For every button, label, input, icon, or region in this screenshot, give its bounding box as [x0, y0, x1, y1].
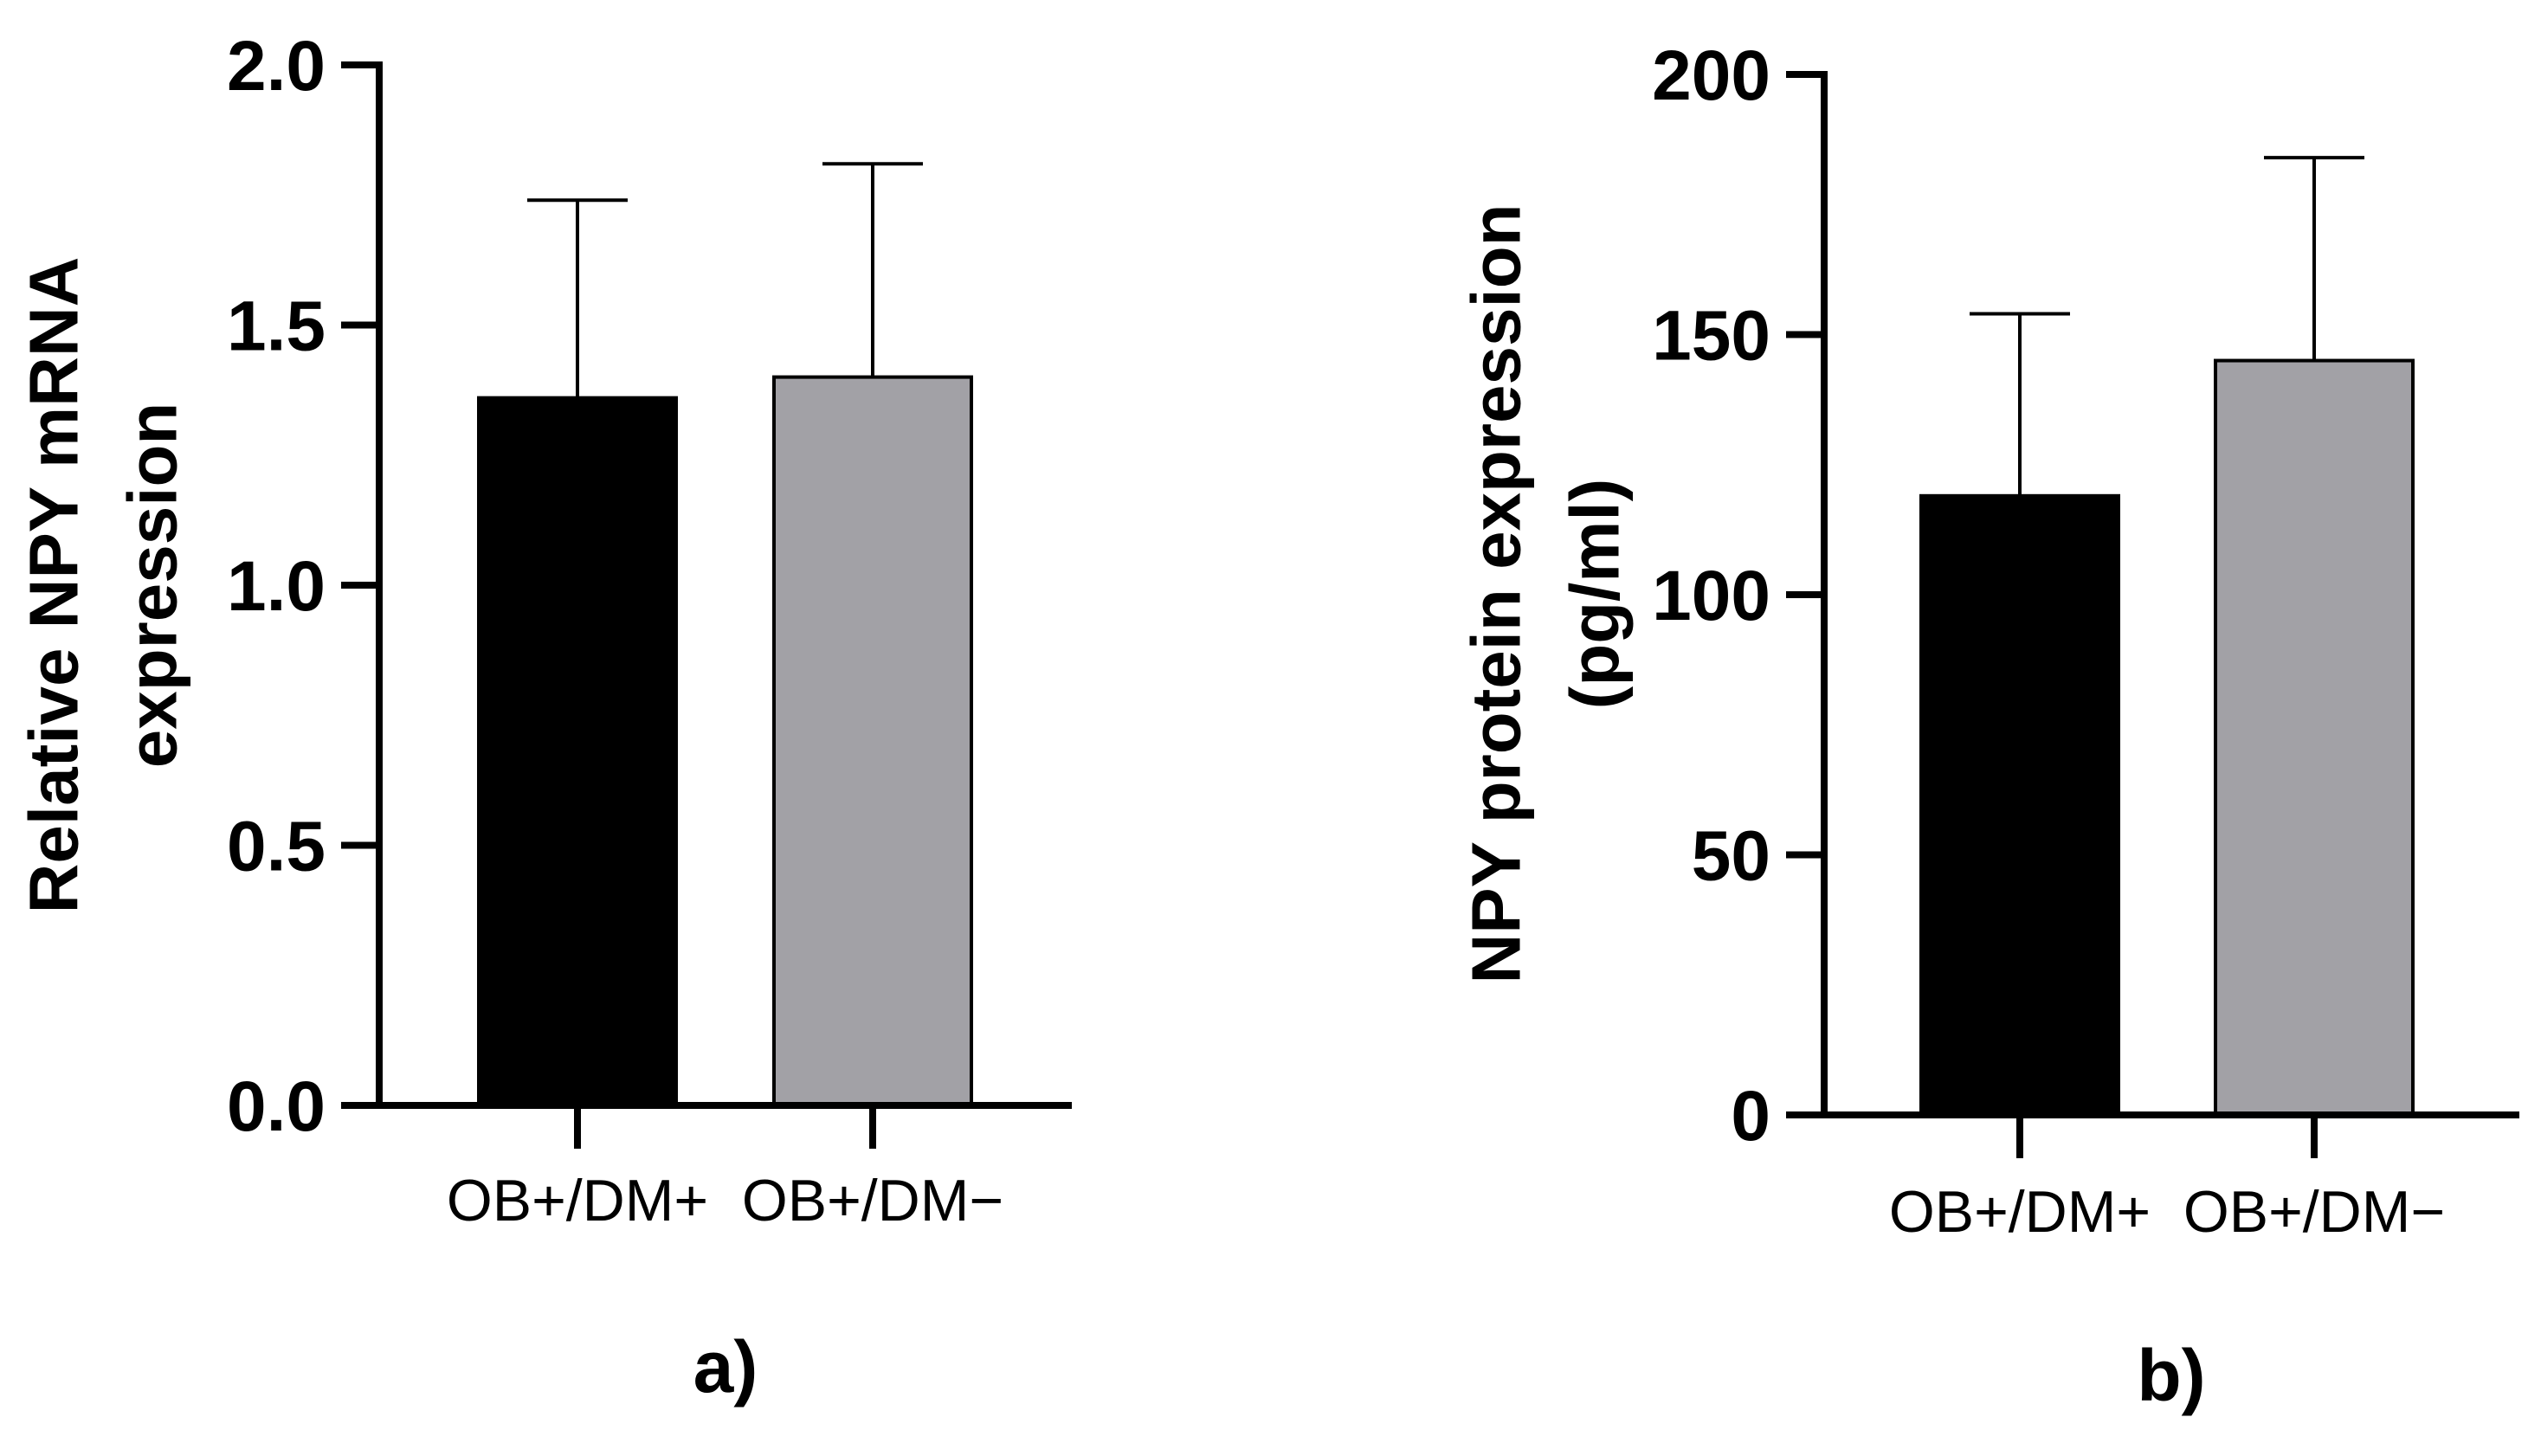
- panel-a-y-label-line-1: Relative NPY mRNA: [16, 257, 93, 914]
- panel-b-y-tick-label-0: 0: [1731, 1077, 1770, 1156]
- panel-b-x-ticks: OB+/DM+ OB+/DM−: [1889, 1115, 2445, 1245]
- panel-a-label: a): [693, 1326, 758, 1408]
- panel-b-y-axis-label: NPY protein expression (pg/ml): [1458, 203, 1634, 983]
- panel-b-y-tick-label-4: 200: [1652, 36, 1770, 115]
- panel-b-y-ticks: 0 50 100 150 200: [1652, 36, 1824, 1156]
- panel-b-bars: [1919, 358, 2415, 1117]
- panel-a-error-bars: [527, 162, 923, 398]
- panel-a-y-axis-label: Relative NPY mRNA expression: [16, 257, 191, 914]
- panel-b-y-label-line-2: (pg/ml): [1557, 479, 1634, 710]
- panel-a-y-tick-label-4: 2.0: [227, 27, 326, 106]
- panel-b-y-tick-label-1: 50: [1692, 817, 1770, 896]
- panel-a-chart: 0.0 0.5 1.0 1.5 2.0 OB+/DM+ OB+/DM− Relative …: [16, 27, 1072, 1408]
- panel-b-bar-2: [2214, 358, 2415, 1117]
- panel-a-bar-2: [772, 375, 973, 1108]
- panel-a-category-label-1: OB+/DM+: [447, 1168, 708, 1234]
- panel-a-y-tick-label-2: 1.0: [227, 547, 326, 626]
- panel-a-y-tick-label-1: 0.5: [227, 808, 326, 886]
- panel-a-bars: [477, 375, 973, 1108]
- panel-b-bar-1: [1919, 493, 2120, 1117]
- panel-a-category-label-2: OB+/DM−: [742, 1168, 1003, 1234]
- panel-a-y-ticks: 0.0 0.5 1.0 1.5 2.0: [227, 27, 379, 1146]
- panel-b-error-bars: [1970, 156, 2364, 496]
- panel-b-category-label-2: OB+/DM−: [2183, 1179, 2445, 1245]
- panel-b-y-label-line-1: NPY protein expression: [1458, 203, 1535, 983]
- panel-a-y-tick-label-0: 0.0: [227, 1067, 326, 1146]
- panel-a-x-ticks: OB+/DM+ OB+/DM−: [447, 1105, 1003, 1234]
- panel-b-chart: 0 50 100 150 200 OB+/DM+ OB+/DM− NPY protein …: [1458, 36, 2519, 1416]
- panel-b-label: b): [2137, 1335, 2205, 1416]
- panel-b-y-tick-label-2: 100: [1652, 557, 1770, 635]
- panel-b-y-tick-label-3: 150: [1652, 297, 1770, 376]
- panel-a-bar-1: [477, 396, 678, 1107]
- panel-a-y-tick-label-3: 1.5: [227, 287, 326, 366]
- panel-a-y-label-line-2: expression: [114, 403, 191, 768]
- panel-b-category-label-1: OB+/DM+: [1889, 1179, 2151, 1245]
